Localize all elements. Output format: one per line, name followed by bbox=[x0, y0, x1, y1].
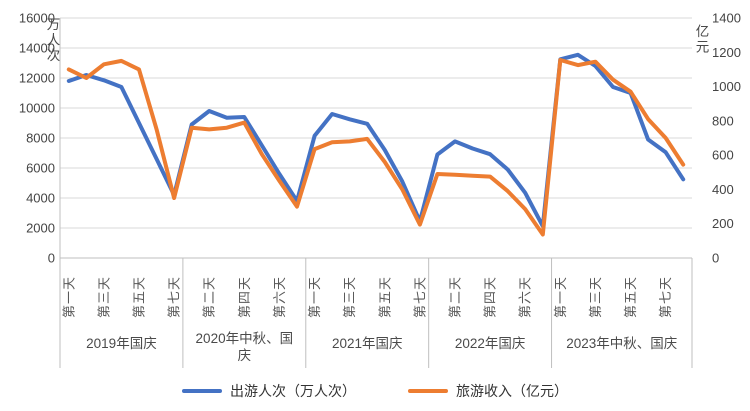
right-axis-tick-label: 600 bbox=[712, 148, 734, 163]
revenue-line-swatch bbox=[408, 389, 448, 393]
left-axis-tick-label: 0 bbox=[48, 251, 55, 266]
right-axis-tick-label: 0 bbox=[712, 251, 719, 266]
right-axis-tick-label: 1000 bbox=[712, 79, 741, 94]
right-axis-tick-label: 1400 bbox=[712, 11, 741, 26]
right-axis-tick-label: 200 bbox=[712, 216, 734, 231]
day-tick-label: 第七天 bbox=[167, 276, 182, 318]
left-axis-tick-label: 10000 bbox=[19, 101, 55, 116]
day-tick-label: 第七天 bbox=[658, 276, 673, 318]
revenue-legend-label: 旅游收入（亿元） bbox=[456, 383, 568, 399]
day-tick-label: 第一天 bbox=[553, 276, 568, 318]
left-axis-title: 万人次 bbox=[44, 17, 60, 64]
day-tick-label: 第四天 bbox=[483, 276, 498, 318]
left-axis-tick-label: 16000 bbox=[19, 11, 55, 26]
group-label: 2020年中秋、国 bbox=[196, 331, 294, 346]
left-axis-tick-label: 12000 bbox=[19, 71, 55, 86]
group-label: 庆 bbox=[238, 348, 252, 363]
right-axis-tick-label: 400 bbox=[712, 182, 734, 197]
group-label: 2021年国庆 bbox=[332, 336, 403, 351]
left-axis-tick-label: 2000 bbox=[26, 221, 55, 236]
right-axis-title: 亿元 bbox=[693, 24, 709, 55]
group-label: 2022年国庆 bbox=[455, 336, 526, 351]
legend-item-revenue[interactable]: 旅游收入（亿元） bbox=[408, 381, 568, 401]
left-axis-tick-label: 14000 bbox=[19, 41, 55, 56]
day-tick-label: 第六天 bbox=[518, 276, 533, 318]
day-tick-label: 第二天 bbox=[448, 276, 463, 318]
day-tick-label: 第一天 bbox=[61, 276, 76, 318]
day-tick-label: 第七天 bbox=[412, 276, 427, 318]
legend-item-trips[interactable]: 出游人次（万人次） bbox=[182, 381, 356, 401]
trips-legend-label: 出游人次（万人次） bbox=[230, 383, 356, 399]
day-tick-label: 第四天 bbox=[237, 276, 252, 318]
group-label: 2019年国庆 bbox=[86, 336, 157, 351]
day-tick-label: 第五天 bbox=[623, 276, 638, 318]
day-tick-label: 第六天 bbox=[272, 276, 287, 318]
day-tick-label: 第二天 bbox=[202, 276, 217, 318]
day-tick-label: 第三天 bbox=[588, 276, 603, 318]
revenue-series-line[interactable] bbox=[66, 58, 686, 237]
day-tick-label: 第一天 bbox=[307, 276, 322, 318]
left-axis-tick-label: 4000 bbox=[26, 191, 55, 206]
day-tick-label: 第五天 bbox=[132, 276, 147, 318]
day-tick-label: 第五天 bbox=[377, 276, 392, 318]
trips-line-swatch bbox=[182, 389, 222, 393]
day-tick-label: 第三天 bbox=[342, 276, 357, 318]
day-tick-label: 第三天 bbox=[96, 276, 111, 318]
group-label: 2023年中秋、国庆 bbox=[566, 336, 677, 351]
legend: 出游人次（万人次） 旅游收入（亿元） bbox=[0, 381, 750, 401]
left-axis-tick-label: 6000 bbox=[26, 161, 55, 176]
right-axis-tick-label: 800 bbox=[712, 113, 734, 128]
left-axis-tick-label: 8000 bbox=[26, 131, 55, 146]
right-axis-tick-label: 1200 bbox=[712, 45, 741, 60]
